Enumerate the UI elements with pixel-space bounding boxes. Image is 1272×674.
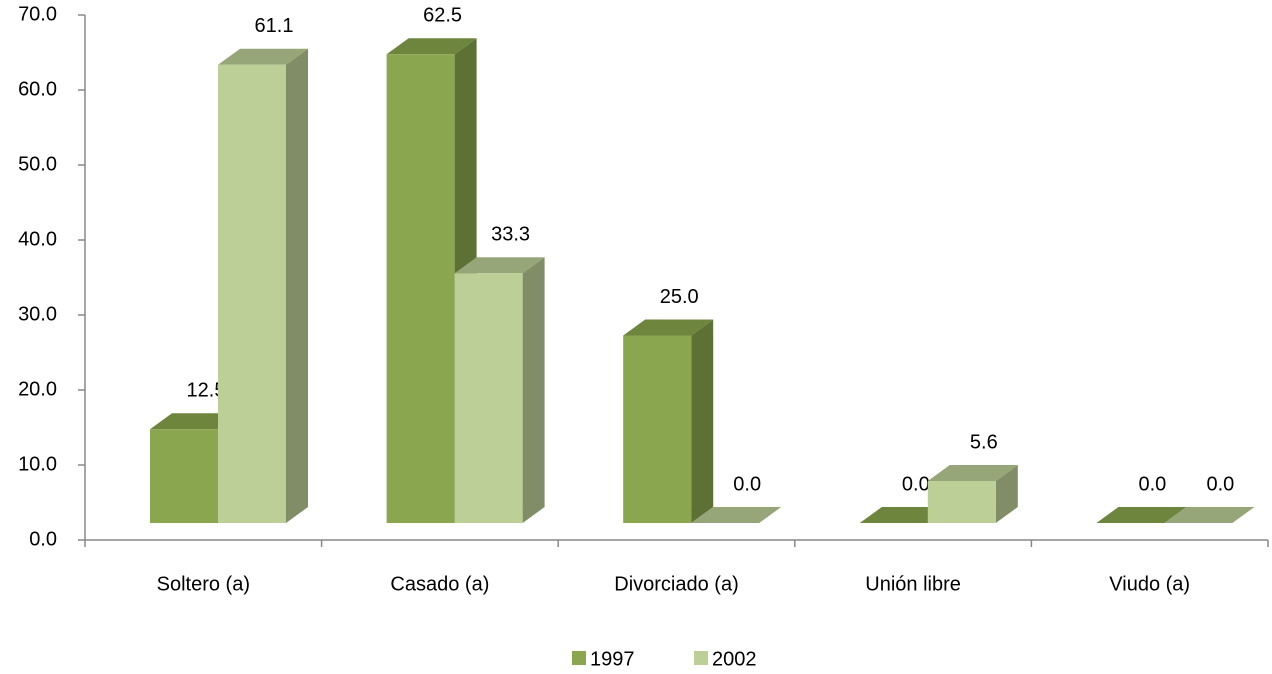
bar xyxy=(454,257,545,523)
bar-top xyxy=(150,413,240,430)
y-tick-label: 20.0 xyxy=(18,378,57,400)
bar-top xyxy=(386,38,477,55)
data-label: 33.3 xyxy=(491,224,530,246)
x-tick-label: Viudo (a) xyxy=(1109,573,1190,595)
legend-swatch xyxy=(694,651,708,665)
y-tick-label: 70.0 xyxy=(18,3,57,25)
bar xyxy=(927,465,1018,523)
bar-side xyxy=(286,48,308,523)
y-tick-label: 40.0 xyxy=(18,228,57,250)
bar-side xyxy=(691,319,714,523)
bar-top xyxy=(1164,507,1255,523)
y-tick-label: 0.0 xyxy=(29,528,57,550)
bar xyxy=(218,48,308,523)
data-label: 0.0 xyxy=(902,473,930,495)
bar-front xyxy=(150,429,218,523)
bar-front xyxy=(927,481,996,523)
bar-front xyxy=(623,335,692,523)
x-tick-label: Unión libre xyxy=(865,573,961,595)
y-tick-label: 50.0 xyxy=(18,153,57,175)
bar-top xyxy=(623,319,714,336)
bar-top xyxy=(1096,507,1187,523)
bar-front xyxy=(454,273,523,523)
legend-label: 1997 xyxy=(590,648,635,670)
data-label: 0.0 xyxy=(1138,473,1166,495)
data-label: 0.0 xyxy=(1206,473,1234,495)
data-label: 25.0 xyxy=(660,286,699,308)
y-tick-label: 30.0 xyxy=(18,303,57,325)
bar xyxy=(623,319,714,523)
x-tick-label: Soltero (a) xyxy=(157,573,250,595)
bar-front xyxy=(386,54,455,523)
legend-swatch xyxy=(572,651,586,665)
y-tick-label: 10.0 xyxy=(18,453,57,475)
bar-top xyxy=(927,465,1018,481)
bar xyxy=(691,507,782,523)
bar xyxy=(1096,507,1187,523)
bar xyxy=(859,507,950,523)
bar-side xyxy=(522,257,545,523)
bar-side xyxy=(995,465,1018,523)
x-tick-label: Casado (a) xyxy=(390,573,489,595)
data-label: 5.6 xyxy=(970,431,998,453)
bar xyxy=(1164,507,1255,523)
data-label: 61.1 xyxy=(255,15,294,37)
y-tick-label: 60.0 xyxy=(18,78,57,100)
data-label: 12.5 xyxy=(187,380,226,402)
x-tick-label: Divorciado (a) xyxy=(614,573,738,595)
bar-top xyxy=(454,257,545,274)
bar-top xyxy=(859,507,950,523)
bar-top xyxy=(218,48,308,65)
legend-label: 2002 xyxy=(712,648,757,670)
data-label: 0.0 xyxy=(733,473,761,495)
data-label: 62.5 xyxy=(423,5,462,27)
bar-front xyxy=(218,64,286,523)
bar-top xyxy=(691,507,782,523)
